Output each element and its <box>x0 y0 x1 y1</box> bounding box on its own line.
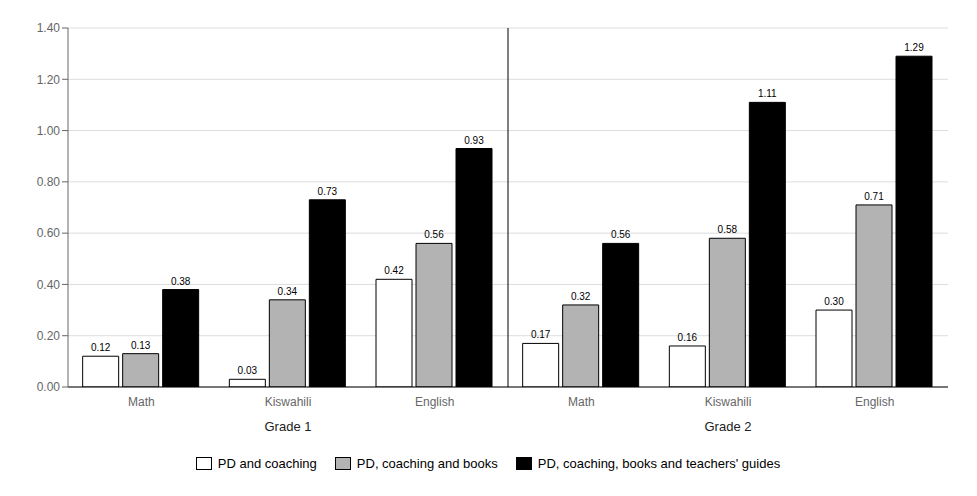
svg-text:0.34: 0.34 <box>278 286 298 297</box>
svg-text:0.32: 0.32 <box>571 291 591 302</box>
svg-text:0.20: 0.20 <box>37 329 61 343</box>
svg-text:0.80: 0.80 <box>37 175 61 189</box>
svg-text:0.12: 0.12 <box>91 342 111 353</box>
svg-text:0.60: 0.60 <box>37 226 61 240</box>
svg-text:0.56: 0.56 <box>424 229 444 240</box>
svg-text:0.93: 0.93 <box>464 135 484 146</box>
svg-text:0.73: 0.73 <box>318 186 338 197</box>
svg-text:English: English <box>415 395 454 409</box>
svg-text:0.13: 0.13 <box>131 340 151 351</box>
svg-text:0.17: 0.17 <box>531 329 551 340</box>
svg-text:Grade 2: Grade 2 <box>705 419 752 434</box>
svg-text:Math: Math <box>128 395 155 409</box>
svg-text:0.38: 0.38 <box>171 276 191 287</box>
svg-text:1.20: 1.20 <box>37 73 61 87</box>
svg-text:0.71: 0.71 <box>864 191 884 202</box>
svg-text:0.58: 0.58 <box>718 224 738 235</box>
html-text:PD, coaching, books and teache: PD, coaching, books and teachers' guides <box>537 455 781 471</box>
svg-text:0.56: 0.56 <box>611 229 631 240</box>
svg-text:1.40: 1.40 <box>37 21 61 35</box>
svg-text:1.29: 1.29 <box>904 42 924 53</box>
html-text:PD and coaching: PD and coaching <box>217 455 317 471</box>
html-text:PD, coaching and books: PD, coaching and books <box>356 455 498 471</box>
svg-text:Math: Math <box>568 395 595 409</box>
svg-text:0.16: 0.16 <box>678 332 698 343</box>
svg-text:0.40: 0.40 <box>37 278 61 292</box>
svg-text:Kiswahili: Kiswahili <box>705 395 752 409</box>
svg-text:0.00: 0.00 <box>37 380 61 394</box>
svg-text:0.03: 0.03 <box>238 365 258 376</box>
svg-text:0.30: 0.30 <box>824 296 844 307</box>
svg-text:Kiswahili: Kiswahili <box>265 395 312 409</box>
svg-text:0.42: 0.42 <box>384 265 404 276</box>
svg-text:English: English <box>855 395 894 409</box>
svg-text:1.00: 1.00 <box>37 124 61 138</box>
svg-text:Grade 1: Grade 1 <box>265 419 312 434</box>
svg-text:1.11: 1.11 <box>758 88 777 99</box>
